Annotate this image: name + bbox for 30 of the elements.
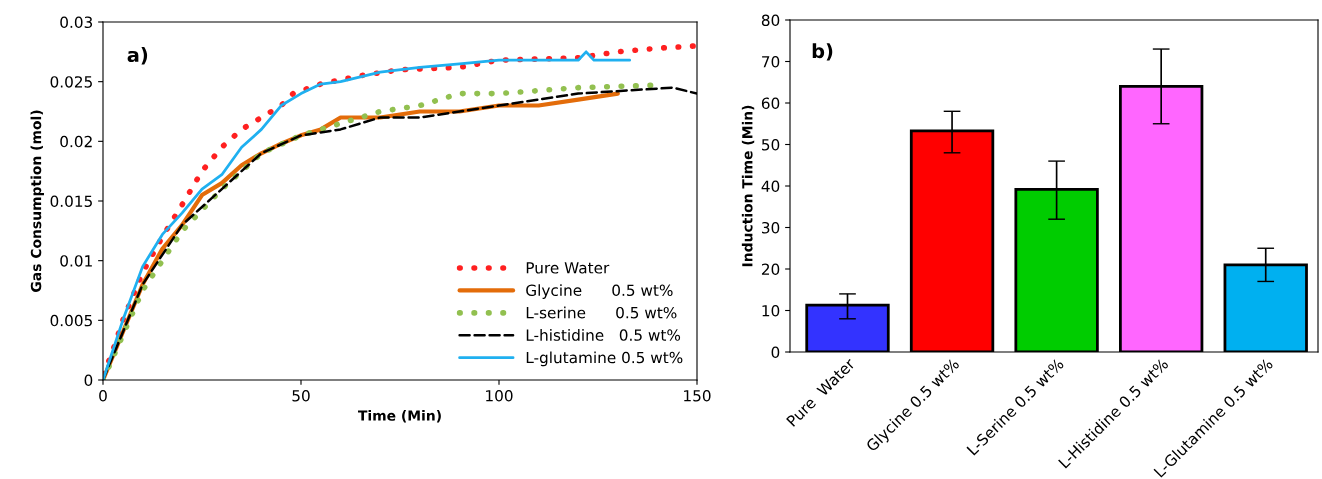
y-tick-label: 0.01 [60,255,92,267]
legend-label: L-serine 0.5 wt% [526,306,677,319]
legend-label: Pure Water [526,262,610,274]
y-tick-label: 40 [761,180,780,193]
y-tick-label: 10 [762,304,780,317]
annotation: b) [812,43,833,61]
y-tick-label: 0.025 [50,76,92,88]
annotation: a) [127,47,148,65]
legend-label: Glycine 0.5 wt% [526,284,673,299]
x-axis-title: Time (Min) [358,410,441,423]
legend-label: L-histidine 0.5 wt% [526,329,681,341]
x-tick-label: 50 [292,389,310,402]
y-tick-label: 0 [771,346,780,359]
y-axis-title: Gas Consumption (mol) [30,110,44,292]
y-tick-label: 0.02 [60,135,92,148]
y-tick-label: 70 [762,55,780,68]
x-tick-label: 100 [486,389,513,402]
y-tick-label: 0.015 [50,195,92,208]
y-tick-label: 20 [761,263,780,276]
y-tick-label: 60 [761,97,780,110]
y-tick-label: 0.005 [50,314,92,327]
x-tick-label: 150 [684,389,711,402]
y-tick-label: 50 [762,138,780,151]
y-tick-label: 80 [761,14,780,27]
y-tick-label: 0.03 [60,16,93,29]
y-tick-label: 30 [762,221,780,234]
legend-label: L-glutamine 0.5 wt% [526,351,683,367]
x-tick-label: 0 [99,389,107,402]
y-axis-title: Induction Time (Min) [741,105,755,267]
y-tick-label: 0 [84,374,93,387]
